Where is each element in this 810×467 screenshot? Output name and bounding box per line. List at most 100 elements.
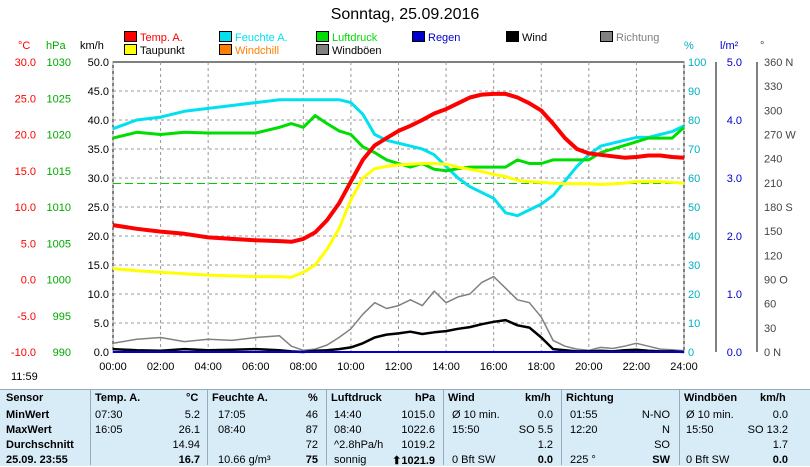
table-cell: 0.0: [537, 454, 553, 466]
table-cell: ⬆1021.9: [392, 455, 435, 467]
temp-tick-label: 10.0: [15, 202, 36, 214]
legend-item: Wind: [506, 31, 547, 44]
header-gusts: Windböen: [684, 392, 738, 404]
table-cell: 12:20: [570, 424, 598, 436]
humidity-tick-label: 30: [688, 260, 700, 272]
rain-tick-label: 0.0: [727, 347, 742, 359]
legend-item: Temp. A.: [124, 31, 183, 44]
pressure-unit: hPa: [46, 40, 66, 52]
header-pressure: Luftdruck: [331, 392, 382, 404]
header-gusts-unit: km/h: [760, 392, 786, 404]
humidity-tick-label: 60: [688, 173, 700, 185]
x-tick-label: 00:00: [99, 361, 127, 373]
rain-unit: l/m²: [720, 40, 739, 52]
table-separator: [90, 389, 91, 465]
x-tick-label: 12:00: [385, 361, 413, 373]
weather-chart: 30.025.020.015.010.05.00.0-5.0-10.010301…: [11, 57, 796, 373]
humidity-tick-label: 40: [688, 231, 700, 243]
clock-label: 11:59: [11, 371, 38, 383]
wind-tick-label: 5.0: [94, 318, 109, 330]
legend-item: Windböen: [316, 44, 382, 57]
rain-tick-label: 5.0: [727, 57, 742, 69]
header-direction: Richtung: [566, 392, 614, 404]
table-cell: 1.2: [537, 439, 553, 451]
x-tick-label: 22:00: [623, 361, 651, 373]
pressure-tick-label: 1025: [47, 93, 71, 105]
humidity-tick-label: 50: [688, 202, 700, 214]
direction-tick-label: 180 S: [764, 202, 793, 214]
table-cell: 1015.0: [401, 409, 435, 421]
legend-swatch: [412, 31, 425, 42]
table-separator: [561, 389, 562, 465]
humidity-unit: %: [684, 40, 694, 52]
stats-table: Sensor Temp. A. °C Feuchte A. % Luftdruc…: [0, 389, 810, 467]
table-cell: 5.2: [184, 409, 200, 421]
table-cell: MaxWert: [6, 424, 52, 436]
series-line: [112, 162, 685, 279]
x-tick-label: 16:00: [480, 361, 508, 373]
header-humidity-unit: %: [308, 392, 318, 404]
temp-tick-label: 20.0: [15, 130, 36, 142]
direction-unit: °: [760, 40, 765, 52]
x-tick-label: 10:00: [337, 361, 365, 373]
table-cell: MinWert: [6, 409, 50, 421]
table-cell: N: [662, 424, 670, 436]
humidity-tick-label: 20: [688, 289, 700, 301]
legend-swatch: [124, 44, 137, 55]
temp-tick-label: 30.0: [15, 57, 36, 69]
table-cell: 25.09. 23:55: [6, 454, 68, 466]
table-cell: 87: [305, 424, 318, 436]
legend-label: Richtung: [616, 32, 660, 44]
table-cell: Ø 10 min.: [686, 409, 734, 421]
wind-tick-label: 25.0: [88, 202, 109, 214]
pressure-tick-label: 1010: [47, 202, 71, 214]
table-separator: [443, 389, 444, 465]
humidity-tick-label: 80: [688, 115, 700, 127]
legend-label: Taupunkt: [140, 45, 185, 57]
series-line: [112, 114, 686, 173]
table-cell: 16.7: [178, 454, 200, 466]
table-cell: 01:55: [570, 409, 598, 421]
wind-tick-label: 20.0: [88, 231, 109, 243]
legend-label: Regen: [428, 32, 461, 44]
table-cell: 08:40: [334, 424, 362, 436]
table-cell: 0.0: [772, 454, 788, 466]
wind-unit: km/h: [80, 40, 104, 52]
legend-swatch: [316, 31, 329, 42]
table-cell: 1022.6: [401, 424, 435, 436]
table-cell: SW: [652, 454, 670, 466]
legend-swatch: [506, 31, 519, 42]
pressure-tick-label: 990: [53, 347, 71, 359]
rain-tick-label: 4.0: [727, 115, 742, 127]
legend-swatch: [316, 44, 329, 55]
direction-tick-label: 90 O: [764, 275, 788, 287]
legend-item: Feuchte A.: [219, 31, 288, 44]
legend-label: Windchill: [235, 45, 280, 57]
x-tick-label: 04:00: [194, 361, 222, 373]
table-cell: 14:40: [334, 409, 362, 421]
table-cell: 15:50: [686, 424, 714, 436]
table-cell: 26.1: [178, 424, 200, 436]
table-cell: SO: [654, 439, 670, 451]
wind-tick-label: 40.0: [88, 115, 109, 127]
wind-tick-label: 35.0: [88, 144, 109, 156]
legend-swatch: [219, 31, 232, 42]
legend-label: Wind: [522, 32, 548, 44]
rain-tick-label: 1.0: [727, 289, 742, 301]
legend-swatch: [219, 44, 232, 55]
legend-label: Luftdruck: [332, 32, 378, 44]
direction-tick-label: 120: [764, 250, 782, 262]
table-cell: 0 Bft SW: [686, 454, 730, 466]
rain-tick-label: 2.0: [727, 231, 742, 243]
wind-tick-label: 45.0: [88, 86, 109, 98]
header-humidity: Feuchte A.: [212, 392, 268, 404]
temp-tick-label: 5.0: [21, 238, 36, 250]
direction-tick-label: 360 N: [764, 57, 793, 69]
table-cell: 17:05: [218, 409, 246, 421]
legend-item: Richtung: [600, 31, 659, 44]
humidity-tick-label: 0: [688, 347, 694, 359]
x-tick-label: 08:00: [290, 361, 318, 373]
table-cell: 16:05: [95, 424, 123, 436]
legend-swatch: [600, 31, 613, 42]
direction-tick-label: 60: [764, 299, 776, 311]
